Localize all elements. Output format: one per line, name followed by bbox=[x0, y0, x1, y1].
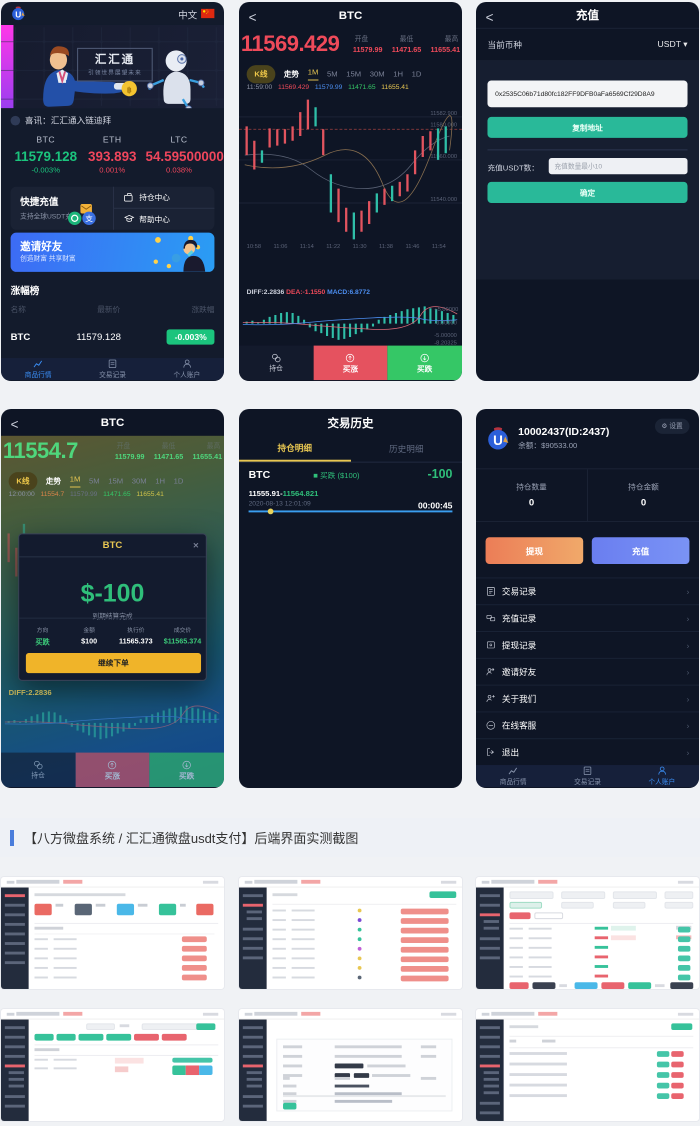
svg-text:U: U bbox=[15, 9, 21, 19]
svg-text:11580.000: 11580.000 bbox=[430, 122, 457, 128]
svg-text:-5.00000: -5.00000 bbox=[434, 333, 457, 339]
svg-text:11560.000: 11560.000 bbox=[430, 154, 457, 160]
svg-text:11540.000: 11540.000 bbox=[430, 197, 457, 203]
svg-text:+5.00000: +5.00000 bbox=[434, 307, 458, 313]
svg-text:11582.900: 11582.900 bbox=[430, 111, 457, 117]
svg-text:汇汇通: 汇汇通 bbox=[95, 53, 135, 66]
svg-text:-0.00000: -0.00000 bbox=[434, 321, 457, 327]
svg-text:引领世界展望未来: 引领世界展望未来 bbox=[88, 68, 142, 76]
svg-text:支: 支 bbox=[85, 213, 93, 223]
svg-text:U: U bbox=[493, 433, 503, 448]
svg-text:฿: ฿ bbox=[127, 85, 132, 94]
